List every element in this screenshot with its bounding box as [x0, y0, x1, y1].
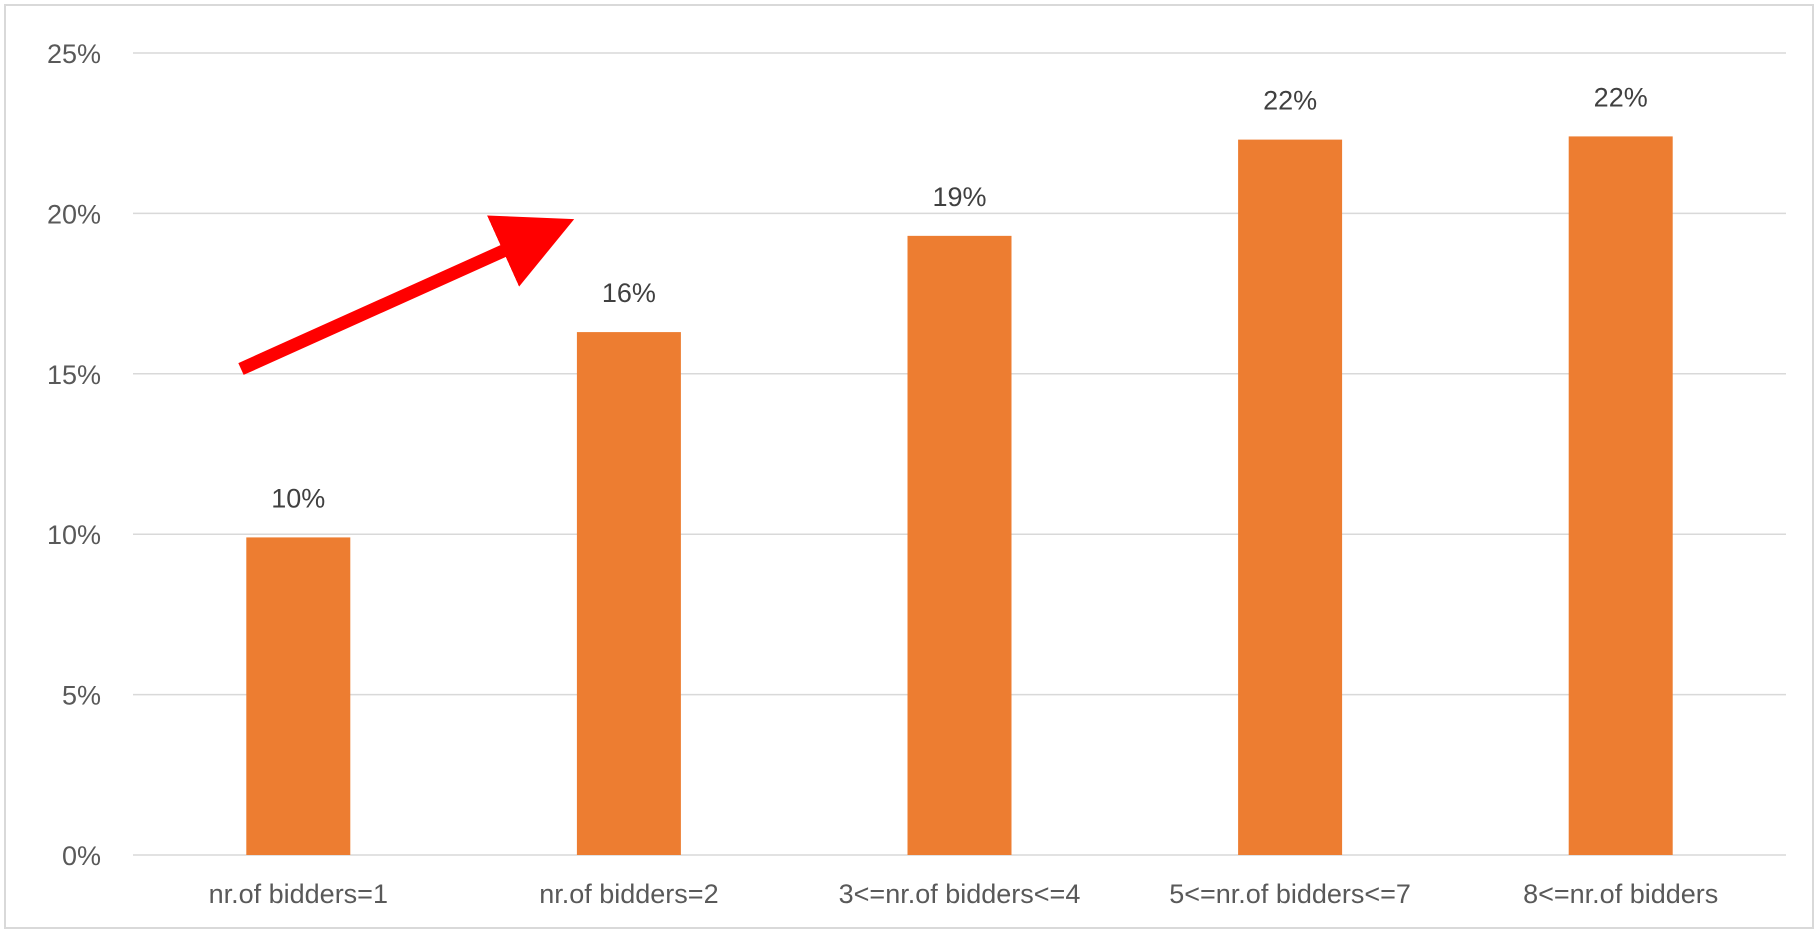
data-label: 19%	[932, 182, 986, 212]
y-tick-label: 0%	[62, 841, 101, 871]
x-tick-label: 8<=nr.of bidders	[1523, 879, 1718, 909]
y-tick-label: 10%	[47, 520, 101, 550]
y-axis-tick-labels: 0% 5% 10% 15% 20% 25%	[47, 39, 101, 871]
bar	[246, 537, 351, 855]
x-tick-label: 3<=nr.of bidders<=4	[839, 879, 1081, 909]
bar	[1238, 139, 1343, 856]
bar-chart: 0% 5% 10% 15% 20% 25% 10% 16% 19% 22% 22% nr.of b…	[47, 39, 1786, 909]
data-labels: 10% 16% 19% 22% 22%	[271, 82, 1647, 513]
data-label: 22%	[1594, 82, 1648, 112]
bars	[246, 136, 1673, 856]
data-label: 16%	[602, 278, 656, 308]
data-label: 22%	[1263, 86, 1317, 116]
y-tick-label: 15%	[47, 360, 101, 390]
x-tick-label: nr.of bidders=2	[539, 879, 718, 909]
y-tick-label: 5%	[62, 681, 101, 711]
data-label: 10%	[271, 483, 325, 513]
bar	[576, 332, 681, 855]
y-tick-label: 20%	[47, 199, 101, 229]
annotations	[238, 215, 575, 375]
x-axis-tick-labels: nr.of bidders=1 nr.of bidders=2 3<=nr.of b…	[209, 879, 1719, 909]
bar	[1568, 136, 1673, 855]
trend-arrow	[238, 215, 575, 375]
y-tick-label: 25%	[47, 39, 101, 69]
x-tick-label: 5<=nr.of bidders<=7	[1169, 879, 1411, 909]
bar	[907, 235, 1012, 855]
chart-frame: 0% 5% 10% 15% 20% 25% 10% 16% 19% 22% 22% nr.of b…	[4, 4, 1814, 929]
x-tick-label: nr.of bidders=1	[209, 879, 388, 909]
